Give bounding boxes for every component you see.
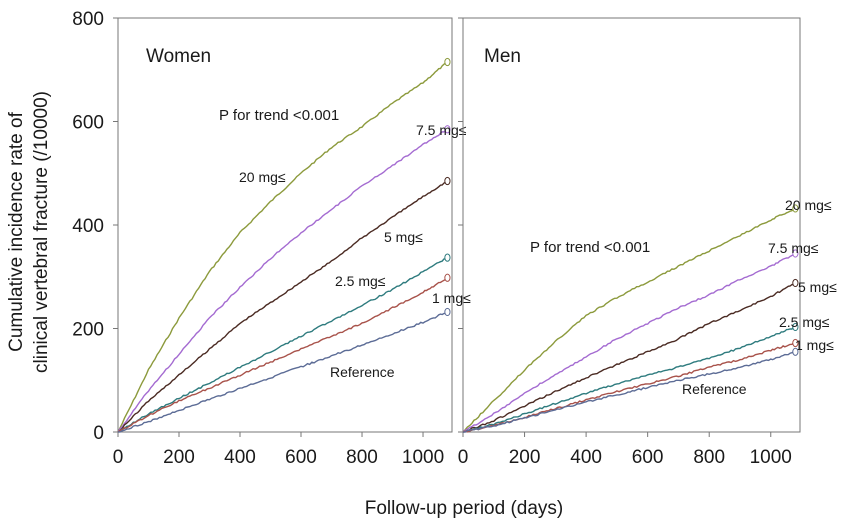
x-tick-label: 400 [224,447,256,468]
series-line-2-5-mg [462,326,796,433]
series-label-20-mg: 20 mg≤ [239,169,286,185]
x-tick-label: 1000 [750,447,792,468]
series-endpoint-1-mg [444,273,451,282]
series-label-2-5-mg: 2.5 mg≤ [779,314,830,330]
x-tick-label: 1000 [402,447,444,468]
x-tick-label: 200 [163,447,195,468]
series-label-5-mg: 5 mg≤ [798,279,837,295]
panel-women: 0 200 400 600 800 1000 0 200 400 600 800 Women P for… [72,9,471,468]
panel-men: 0 200 400 600 800 1000 Men P for trend <0.001 20… [458,17,837,468]
series-line-7-5-mg [117,128,448,433]
panel-frame [462,17,801,433]
panels: 0 200 400 600 800 1000 0 200 400 600 800 Women P for… [72,9,837,468]
y-tick-label: 400 [72,216,104,237]
x-tick-label: 800 [693,447,725,468]
series-endpoint-5-mg [444,176,451,186]
x-tick-label: 200 [509,447,541,468]
series-endpoint-7-5-mg [792,249,799,258]
series-label-7-5-mg: 7.5 mg≤ [416,122,467,138]
series-label-reference: Reference [330,364,395,380]
trend-annotation: P for trend <0.001 [530,239,650,256]
y-axis-title-line2: clinical vertebral fracture (/10000) [31,91,52,373]
series-line-7-5-mg [462,252,796,433]
panel-title: Men [484,46,521,67]
x-tick-label: 0 [113,447,124,468]
series-label-1-mg: 1 mg≤ [432,290,471,306]
series-endpoint-20-mg [444,57,451,67]
series-label-reference: Reference [682,381,747,397]
series-endpoint-2-5-mg [792,322,799,332]
series-line-reference [117,311,448,433]
x-tick-label: 600 [285,447,317,468]
x-tick-label: 0 [458,447,469,468]
series-endpoint-7-5-mg [444,125,451,134]
series-line-5-mg [462,282,796,433]
y-tick-label: 600 [72,113,104,134]
series-line-20-mg [462,207,796,433]
x-tick-label: 400 [570,447,602,468]
series-endpoint-2-5-mg [444,253,451,262]
series-endpoint-1-mg [792,338,799,348]
y-axis-title-line1: Cumulative incidence rate of [6,111,27,351]
series-line-2-5-mg [117,257,448,433]
y-tick-label: 0 [93,423,104,444]
series-label-1-mg: 1 mg≤ [795,337,834,353]
series-label-20-mg: 20 mg≤ [785,197,832,213]
series-endpoint-reference [444,307,451,317]
x-tick-label: 800 [346,447,378,468]
series-label-2-5-mg: 2.5 mg≤ [335,273,386,289]
x-axis-title: Follow-up period (days) [365,498,564,519]
y-tick-label: 800 [72,9,104,30]
series-line-1-mg [117,277,448,433]
y-tick-label: 200 [72,320,104,341]
series-endpoint-5-mg [792,278,799,288]
series-endpoint-reference [792,347,799,356]
x-tick-label: 600 [632,447,664,468]
series-endpoint-20-mg [792,204,799,213]
panel-frame [117,17,453,433]
series-line-5-mg [117,180,448,433]
series-label-5-mg: 5 mg≤ [384,229,423,245]
trend-annotation: P for trend <0.001 [219,107,339,124]
series-line-20-mg [117,61,448,433]
series-line-reference [462,351,796,433]
panel-title: Women [146,46,211,67]
series-label-7-5-mg: 7.5 mg≤ [768,240,819,256]
